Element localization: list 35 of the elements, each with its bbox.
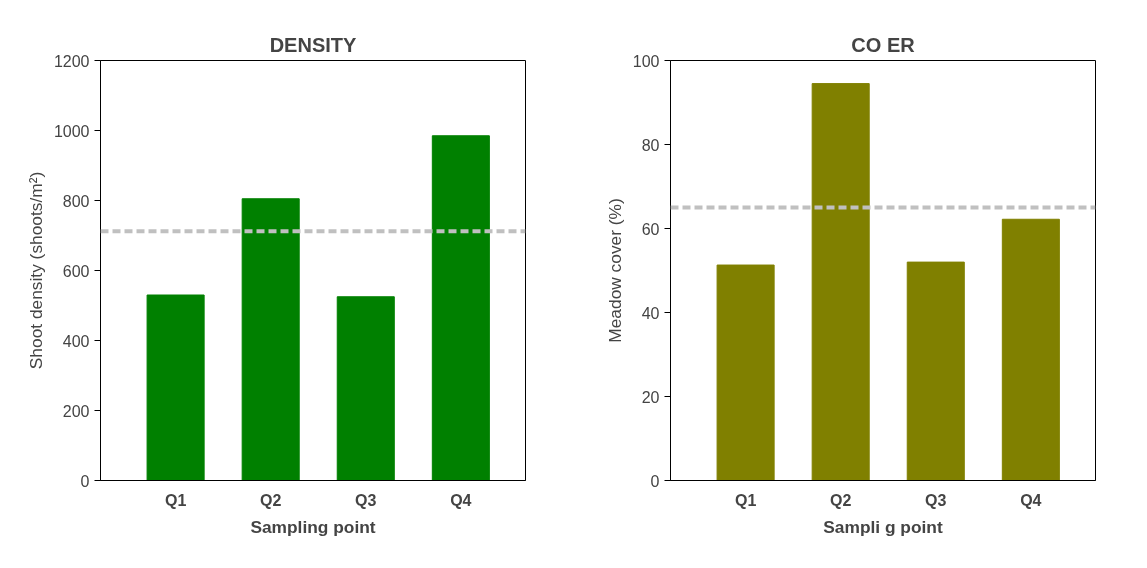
x-tick-label: Q4 [450,491,472,509]
y-tick-label: 40 [641,304,660,322]
y-tick-label: 1200 [53,52,90,70]
bar [146,294,205,481]
y-tick-label: 20 [641,388,660,406]
y-axis-title: Meadow cover (%) [604,198,625,343]
y-tick-label: 0 [650,472,660,490]
bar [431,135,490,481]
y-tick-label: 200 [62,402,90,420]
x-tick-label: Q2 [260,491,282,509]
y-tick-label: 80 [641,136,660,154]
bar [1001,218,1060,481]
bar [241,198,300,481]
bar [906,261,965,481]
y-axis-title: Shoot density (shoots/m²) [25,171,46,370]
x-tick-label: Q2 [830,491,852,509]
chart-title: CO ER [851,33,916,56]
x-axis-title: Sampli g point [823,516,943,537]
x-tick-label: Q1 [164,491,187,509]
y-tick-label: 600 [62,262,90,280]
chart-title: DENSITY [269,33,357,56]
x-tick-label: Q1 [734,491,757,509]
y-tick-label: 60 [641,220,660,238]
x-axis-title: Sampling point [250,516,376,537]
bar [811,83,870,481]
y-tick-label: 800 [62,192,90,210]
y-tick-label: 0 [80,472,90,490]
x-tick-label: Q3 [925,491,947,509]
bar [716,264,775,481]
x-tick-label: Q3 [355,491,377,509]
y-tick-label: 1000 [53,122,90,140]
bar [336,296,395,481]
y-tick-label: 100 [632,52,660,70]
y-tick-label: 400 [62,332,90,350]
x-tick-label: Q4 [1020,491,1042,509]
